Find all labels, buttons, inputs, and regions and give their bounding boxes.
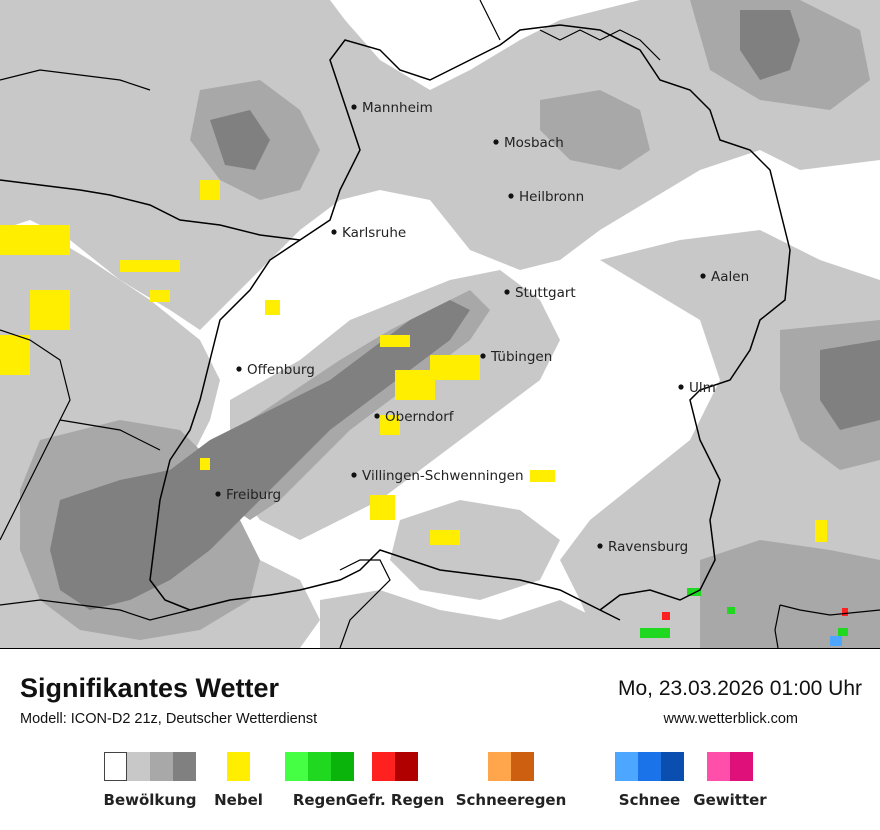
city-dot xyxy=(351,104,357,110)
city-label: Karlsruhe xyxy=(342,225,406,241)
legend-label: Regen xyxy=(292,791,347,809)
city-dot xyxy=(504,289,510,295)
city-label: Villingen-Schwenningen xyxy=(362,468,524,484)
legend: Bewölkung Nebel Regen Gefr. Regen Schneerege… xyxy=(0,752,880,822)
legend-swatch xyxy=(730,752,753,781)
precipitation-layer xyxy=(640,588,848,646)
city-label: Ulm xyxy=(689,380,716,396)
legend-swatch xyxy=(127,752,150,781)
city-label: Aalen xyxy=(711,269,749,285)
city-dot xyxy=(597,543,603,549)
city-label: Stuttgart xyxy=(515,285,576,301)
city-dot xyxy=(493,139,499,145)
legend-swatches xyxy=(488,752,534,781)
legend-swatch xyxy=(511,752,534,781)
fog-layer xyxy=(0,180,827,545)
map-title: Signifikantes Wetter xyxy=(20,673,280,703)
legend-group: Gewitter xyxy=(693,752,767,809)
legend-swatch xyxy=(173,752,196,781)
city-markers: Mannheim Mosbach Heilbronn Karlsruhe Aalen St… xyxy=(215,100,749,555)
legend-swatch xyxy=(707,752,730,781)
legend-group: Schnee xyxy=(615,752,684,809)
model-info: Modell: ICON-D2 21z, Deutscher Wetterdie… xyxy=(20,711,318,727)
city-dot xyxy=(331,229,337,235)
legend-label: Schneeregen xyxy=(455,791,567,809)
legend-label: Schnee xyxy=(618,791,681,809)
legend-label: Gefr. Regen xyxy=(345,791,445,809)
weather-map: Mannheim Mosbach Heilbronn Karlsruhe Aalen St… xyxy=(0,0,880,649)
legend-swatch xyxy=(488,752,511,781)
legend-swatch xyxy=(331,752,354,781)
legend-label: Bewölkung xyxy=(103,791,197,809)
legend-swatches xyxy=(104,752,196,781)
city-label: Tübingen xyxy=(490,349,552,365)
legend-swatches xyxy=(707,752,753,781)
legend-swatch xyxy=(104,752,127,781)
city-dot xyxy=(678,384,684,390)
legend-group: Schneeregen xyxy=(456,752,566,809)
legend-swatch xyxy=(227,752,250,781)
legend-swatches xyxy=(285,752,354,781)
legend-group: Gefr. Regen xyxy=(346,752,444,809)
legend-swatches xyxy=(615,752,684,781)
city-label: Heilbronn xyxy=(519,189,584,205)
city-dot xyxy=(215,491,221,497)
city-dot xyxy=(374,413,380,419)
legend-swatch xyxy=(308,752,331,781)
city-dot xyxy=(508,193,514,199)
city-dot xyxy=(700,273,706,279)
legend-label: Nebel xyxy=(214,791,263,809)
city-dot xyxy=(351,472,357,478)
city-dot xyxy=(480,353,486,359)
borders-layer xyxy=(0,0,880,648)
legend-swatch xyxy=(638,752,661,781)
legend-swatches xyxy=(227,752,250,781)
city-label: Offenburg xyxy=(247,362,315,378)
cloud-layer xyxy=(0,0,880,648)
legend-swatch xyxy=(285,752,308,781)
legend-swatches xyxy=(372,752,418,781)
legend-swatch xyxy=(395,752,418,781)
legend-group: Nebel xyxy=(214,752,263,809)
city-label: Mosbach xyxy=(504,135,564,151)
legend-swatch xyxy=(150,752,173,781)
city-label: Oberndorf xyxy=(385,409,455,425)
city-label: Mannheim xyxy=(362,100,433,116)
website-link[interactable]: www.wetterblick.com xyxy=(663,711,798,727)
legend-swatch xyxy=(661,752,684,781)
map-canvas: Mannheim Mosbach Heilbronn Karlsruhe Aalen St… xyxy=(0,0,880,648)
forecast-datetime: Mo, 23.03.2026 01:00 Uhr xyxy=(617,677,862,700)
legend-swatch xyxy=(372,752,395,781)
legend-group: Bewölkung xyxy=(104,752,196,809)
city-label: Freiburg xyxy=(226,487,281,503)
city-label: Ravensburg xyxy=(608,539,688,555)
legend-swatch xyxy=(615,752,638,781)
city-dot xyxy=(236,366,242,372)
legend-label: Gewitter xyxy=(693,791,767,809)
legend-group: Regen xyxy=(285,752,354,809)
